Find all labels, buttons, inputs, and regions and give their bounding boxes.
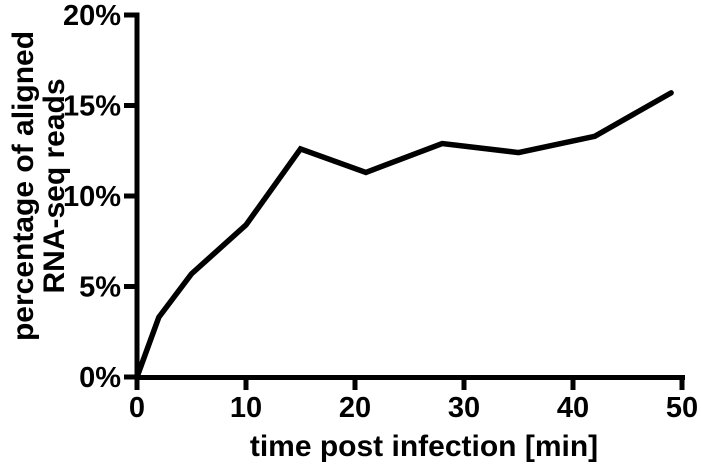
- y-axis-title-line-1: percentage of aligned: [7, 31, 40, 341]
- x-tick-label: 0: [129, 392, 145, 424]
- x-tick-label: 20: [339, 392, 371, 424]
- x-axis-title: time post infection [min]: [250, 430, 598, 463]
- y-tick-label: 15%: [63, 91, 121, 123]
- data-series-line: [134, 90, 674, 380]
- x-tick-label: 10: [230, 392, 262, 424]
- x-tick-label: 50: [666, 392, 698, 424]
- y-tick-label: 20%: [63, 0, 121, 32]
- x-tick-label: 30: [448, 392, 480, 424]
- y-tick-label: 5%: [79, 272, 121, 304]
- y-tick-label: 0%: [79, 362, 121, 394]
- y-tick-label: 10%: [63, 181, 121, 213]
- x-tick-label: 40: [557, 392, 589, 424]
- y-axis-title-line-2: RNA-seq reads: [38, 78, 71, 293]
